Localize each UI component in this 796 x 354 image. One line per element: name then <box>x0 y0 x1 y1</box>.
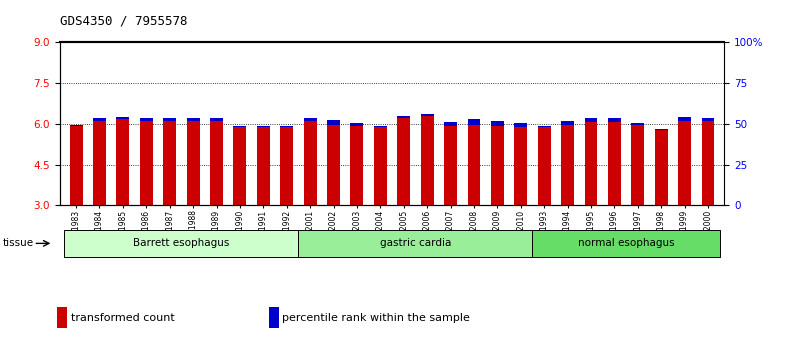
Bar <box>210 119 223 121</box>
Bar <box>421 114 434 116</box>
Bar <box>140 121 153 205</box>
Bar <box>374 126 387 127</box>
Text: tissue: tissue <box>2 238 33 249</box>
Bar <box>187 121 200 205</box>
Bar <box>701 119 715 121</box>
Bar <box>327 125 340 205</box>
Bar <box>397 118 410 205</box>
Bar <box>163 121 176 205</box>
Bar <box>57 307 68 329</box>
Bar <box>608 119 621 122</box>
Bar <box>678 121 691 205</box>
Text: gastric cardia: gastric cardia <box>380 238 451 248</box>
Bar <box>233 127 246 205</box>
Text: GDS4350 / 7955578: GDS4350 / 7955578 <box>60 14 187 27</box>
Bar <box>116 117 129 119</box>
Bar <box>257 126 270 127</box>
Bar <box>374 127 387 205</box>
Bar <box>280 126 293 127</box>
Text: percentile rank within the sample: percentile rank within the sample <box>283 313 470 323</box>
Bar <box>631 123 644 125</box>
Text: Barrett esophagus: Barrett esophagus <box>133 238 229 248</box>
Bar <box>187 119 200 121</box>
Bar <box>467 125 480 205</box>
Bar <box>701 121 715 205</box>
Bar <box>210 121 223 205</box>
Bar <box>280 127 293 205</box>
Bar <box>350 126 363 205</box>
Bar <box>233 126 246 127</box>
Bar <box>538 126 551 127</box>
Bar <box>327 120 340 125</box>
Bar <box>533 230 720 257</box>
Bar <box>491 126 504 205</box>
Bar <box>491 121 504 126</box>
Bar <box>257 127 270 205</box>
Bar <box>350 123 363 126</box>
Bar <box>561 121 574 125</box>
Bar <box>69 126 83 205</box>
Bar <box>304 121 317 205</box>
Text: normal esophagus: normal esophagus <box>578 238 674 248</box>
Bar <box>269 307 279 329</box>
Text: transformed count: transformed count <box>71 313 174 323</box>
Bar <box>444 122 457 126</box>
Bar <box>69 125 83 126</box>
Bar <box>631 125 644 205</box>
Bar <box>655 130 668 205</box>
Bar <box>93 119 106 121</box>
Bar <box>584 122 597 205</box>
Bar <box>608 122 621 205</box>
Bar <box>655 129 668 130</box>
Bar <box>64 230 298 257</box>
Bar <box>304 119 317 121</box>
Bar <box>538 127 551 205</box>
Bar <box>116 119 129 205</box>
Bar <box>298 230 533 257</box>
Bar <box>561 125 574 205</box>
Bar <box>93 121 106 205</box>
Bar <box>514 127 527 205</box>
Bar <box>140 119 153 121</box>
Bar <box>421 116 434 205</box>
Bar <box>397 116 410 118</box>
Bar <box>163 119 176 121</box>
Bar <box>584 118 597 122</box>
Bar <box>514 122 527 127</box>
Bar <box>678 117 691 121</box>
Bar <box>444 126 457 205</box>
Bar <box>467 119 480 125</box>
